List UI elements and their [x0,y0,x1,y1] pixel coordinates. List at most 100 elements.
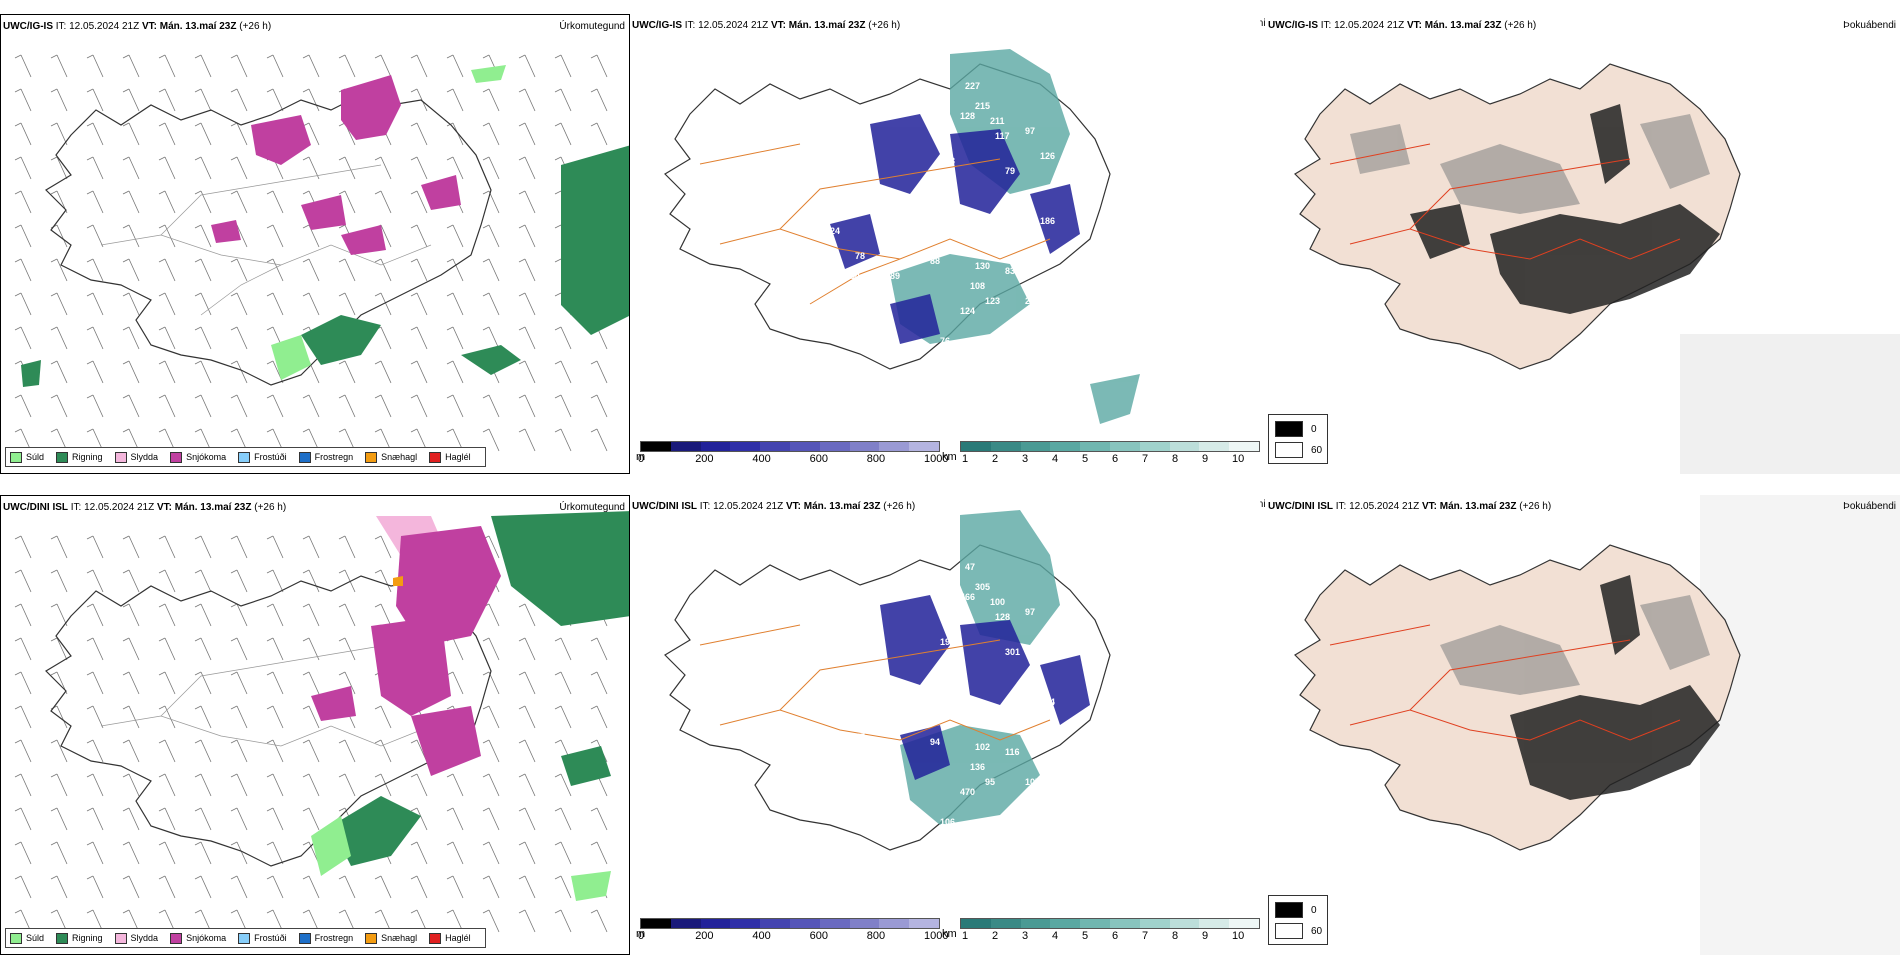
iceland-outline [45,575,492,867]
scale-cell [1020,919,1051,928]
scale-cell [1109,442,1140,451]
scale-cell [849,442,880,451]
legend-label: Snjókoma [186,452,227,462]
scale-cell [700,919,731,928]
wind-barb [590,88,608,112]
visibility-value-label: 77 [855,732,865,742]
wind-barb [482,909,500,933]
snow-areas [311,526,501,776]
fog-legend-row: 60 [1275,923,1322,939]
visibility-kind-label: Skyggni [1260,18,1266,29]
wind-barb [302,807,320,831]
scale-cell [879,442,910,451]
legend-swatch [114,932,127,944]
wind-barb [50,360,68,384]
wind-barb [482,156,500,180]
wind-barb [14,122,32,146]
wind-barb [338,535,356,559]
scale-cell [990,442,1021,451]
scale-label: 800 [866,453,886,465]
wind-barb [554,637,572,661]
wind-barb [554,428,572,452]
legend-swatch [10,451,22,463]
visibility-value-label: 129 [1020,677,1035,687]
fog-map-panel-2: Skyggni UWC/DINI ISL IT: 12.05.2024 21Z … [1260,495,1900,955]
legend-swatch [10,932,22,944]
wind-barb [590,122,608,146]
fog-map [1294,63,1900,474]
wind-barb [86,156,104,180]
wind-barb [590,428,608,452]
scale-cell [1199,919,1230,928]
graupel-areas [393,576,403,586]
wind-barb [194,122,212,146]
precip-map [14,511,629,933]
wind-barb [446,875,464,899]
visibility-value-label: 190 [940,637,955,647]
scale-cell [909,442,939,451]
legend-swatch [170,451,183,463]
fog-dark-fields [1510,575,1720,800]
scale-label: 3 [1022,453,1029,465]
wind-barb [482,603,500,627]
wind-barb [374,739,392,763]
scale-cell [789,442,820,451]
fog-legend-label: 60 [1311,444,1323,456]
height-scale-unit: m [636,928,646,940]
wind-barb [266,739,284,763]
wind-barb [230,569,248,593]
wind-barb [374,258,392,282]
scale-label: 4 [1052,453,1059,465]
visibility-value-label: 82 [890,752,900,762]
wind-barb [338,190,356,214]
wind-barb [86,190,104,214]
legend-swatch [56,451,69,463]
legend-label: Súld [26,933,45,943]
wind-barb [338,637,356,661]
scale-cell [670,442,701,451]
wind-barb [482,875,500,899]
scale-cell [1109,919,1140,928]
scale-label: 200 [695,453,714,465]
scale-label: 7 [1142,453,1149,465]
wind-barb [518,739,536,763]
scale-cell [909,919,939,928]
fog-legend-1: 0 60 [1268,414,1328,464]
visibility-value-label: 62 [850,752,860,762]
wind-barb [50,603,68,627]
wind-barb [86,841,104,865]
visibility-value-label: 227 [965,81,980,91]
wind-barb [158,671,176,695]
wind-barb [230,773,248,797]
wind-barb [194,841,212,865]
scale-label: 200 [695,930,714,942]
wind-barb [590,54,608,78]
visibility-value-label: 102 [975,742,990,752]
scale-cell [760,442,790,451]
wind-barb [518,360,536,384]
scale-label: 1 [962,930,969,942]
km-scale-labels: 1 2 3 4 5 6 7 8 9 10 [960,452,1260,466]
roads [1329,143,1681,260]
wind-barb [554,909,572,933]
height-scale-2: m 0 200 400 600 800 1000 [636,918,948,944]
wind-barb [230,637,248,661]
legend-swatch [429,932,442,944]
visibility-value-label: 470 [960,787,975,797]
wind-barb [266,394,284,418]
wind-barb [50,637,68,661]
wind-barb [518,292,536,316]
wind-barb [158,224,176,248]
wind-barb [482,122,500,146]
wind-barb [50,292,68,316]
wind-barb [14,224,32,248]
scale-cell [819,919,850,928]
wind-barb [50,569,68,593]
visibility-value-label: 124 [900,201,915,211]
wind-barb [590,807,608,831]
panel-header: UWC/IG-IS IT: 12.05.2024 21Z VT: Mán. 13… [3,21,272,32]
precip-map [14,54,629,452]
